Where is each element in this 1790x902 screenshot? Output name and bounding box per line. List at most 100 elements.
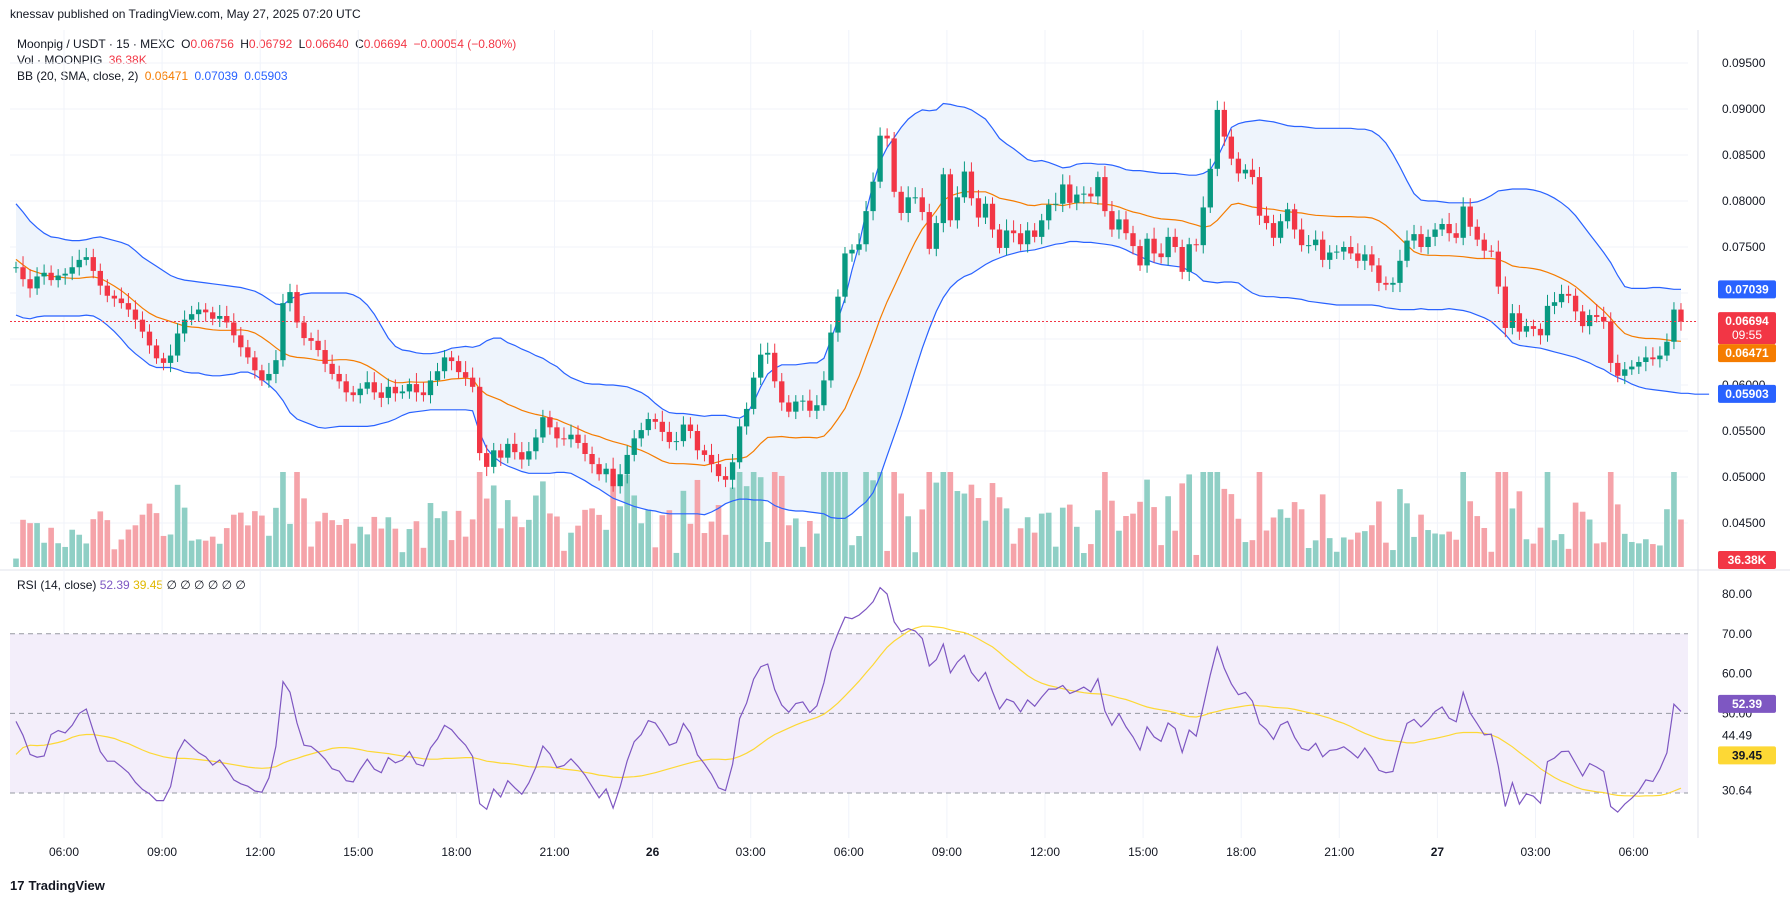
last-price-badge-bg (1718, 312, 1776, 345)
volume-bar (652, 547, 659, 567)
rsi-tick-label: 30.64 (1722, 783, 1752, 797)
time-tick-label: 09:00 (932, 845, 962, 859)
volume-bar (996, 497, 1003, 567)
candle-body (891, 138, 897, 192)
volume-bar (1607, 472, 1614, 567)
volume-bar (90, 519, 97, 567)
volume-bar (1439, 534, 1445, 567)
volume-bar (160, 535, 167, 567)
candle-body (146, 331, 153, 346)
candle-body (786, 402, 792, 412)
volume-bar (554, 516, 560, 567)
volume-bar (1095, 510, 1101, 567)
candle-body (34, 276, 40, 289)
candle-body (1109, 211, 1115, 230)
volume-bar (1123, 516, 1129, 567)
volume-bar (750, 472, 757, 567)
volume-bar (912, 552, 919, 567)
volume-bar (97, 511, 104, 567)
candle-body (1242, 169, 1249, 174)
volume-bar (55, 543, 61, 567)
rsi-label[interactable]: RSI (14, close) (17, 578, 97, 592)
candle-body (378, 392, 384, 398)
volume-bar (533, 495, 539, 567)
volume-bar (624, 475, 631, 567)
low-label: L (298, 37, 306, 51)
candle-body (800, 400, 806, 402)
volume-bar (34, 523, 40, 567)
volume-bar (989, 483, 996, 567)
candle-body (1193, 244, 1199, 246)
candle-body (933, 223, 939, 249)
volume-bar (83, 543, 90, 567)
volume-bar (1179, 483, 1185, 567)
change-value: −0.00054 (−0.80%) (413, 37, 517, 51)
candle-body (322, 350, 328, 364)
candle-body (1657, 355, 1663, 360)
volume-bar (1614, 504, 1621, 567)
volume-bar (778, 475, 785, 567)
candle-body (1446, 224, 1452, 234)
volume-bar (673, 552, 680, 567)
volume-bar (1509, 508, 1516, 567)
volume-bar (1502, 472, 1509, 567)
volume-bar (1221, 488, 1228, 567)
candle-body (97, 270, 103, 286)
time-tick-label: 06:00 (834, 845, 864, 859)
volume-bar (792, 518, 799, 567)
candle-body (1488, 250, 1494, 252)
candle-body (76, 259, 82, 268)
candle-body (83, 257, 89, 260)
candle-body (645, 419, 651, 431)
volume-bar (1312, 540, 1319, 567)
candle-body (1256, 177, 1263, 216)
volume-bar (287, 523, 293, 567)
candle-body (694, 431, 701, 451)
volume-bar (1551, 540, 1558, 567)
candle-body (807, 400, 813, 411)
volume-bar (364, 534, 371, 567)
publish-info: knessav published on TradingView.com, Ma… (10, 7, 361, 21)
candle-body (568, 434, 574, 440)
bb-basis-line (15, 191, 1682, 467)
volume-bar (76, 534, 83, 567)
symbol-name[interactable]: Moonpig / USDT · 15 · MEXC (17, 37, 175, 51)
candle-body (1263, 215, 1270, 224)
volume-badge-bg (1718, 551, 1776, 569)
volume-bar (603, 529, 609, 567)
volume-bar (982, 520, 989, 567)
candle-body (1530, 326, 1537, 329)
candle-body (603, 468, 609, 475)
volume-bar (1052, 546, 1059, 567)
candle-body (1362, 254, 1368, 261)
candle-body (1418, 234, 1424, 247)
candle-body (659, 421, 665, 432)
price-tick-label: 0.04500 (1722, 516, 1766, 530)
candle-body (139, 319, 146, 332)
candle-body (772, 352, 778, 382)
volume-bar (800, 546, 806, 567)
volume-bar (1628, 541, 1635, 567)
candle-body (708, 454, 715, 465)
volume-bar (828, 472, 834, 567)
volume-bar (764, 542, 771, 567)
volume-bar (350, 543, 357, 567)
candle-body (90, 257, 96, 271)
volume-bar (1038, 513, 1045, 567)
volume-bar (638, 523, 645, 567)
volume-bar (1031, 532, 1038, 567)
candle-body (1165, 236, 1171, 258)
volume-bar (280, 472, 286, 567)
volume-bar (659, 515, 666, 567)
candle-body (1664, 341, 1670, 356)
time-tick-label: 15:00 (343, 845, 373, 859)
bb-label[interactable]: BB (20, SMA, close, 2) (17, 69, 139, 83)
volume-bar (322, 512, 328, 567)
time-tick-label: 06:00 (49, 845, 79, 859)
price-tick-label: 0.08500 (1722, 148, 1766, 162)
candle-body (69, 267, 75, 274)
candle-body (1017, 233, 1024, 245)
candle-body (455, 361, 462, 373)
volume-bar (1228, 494, 1235, 567)
